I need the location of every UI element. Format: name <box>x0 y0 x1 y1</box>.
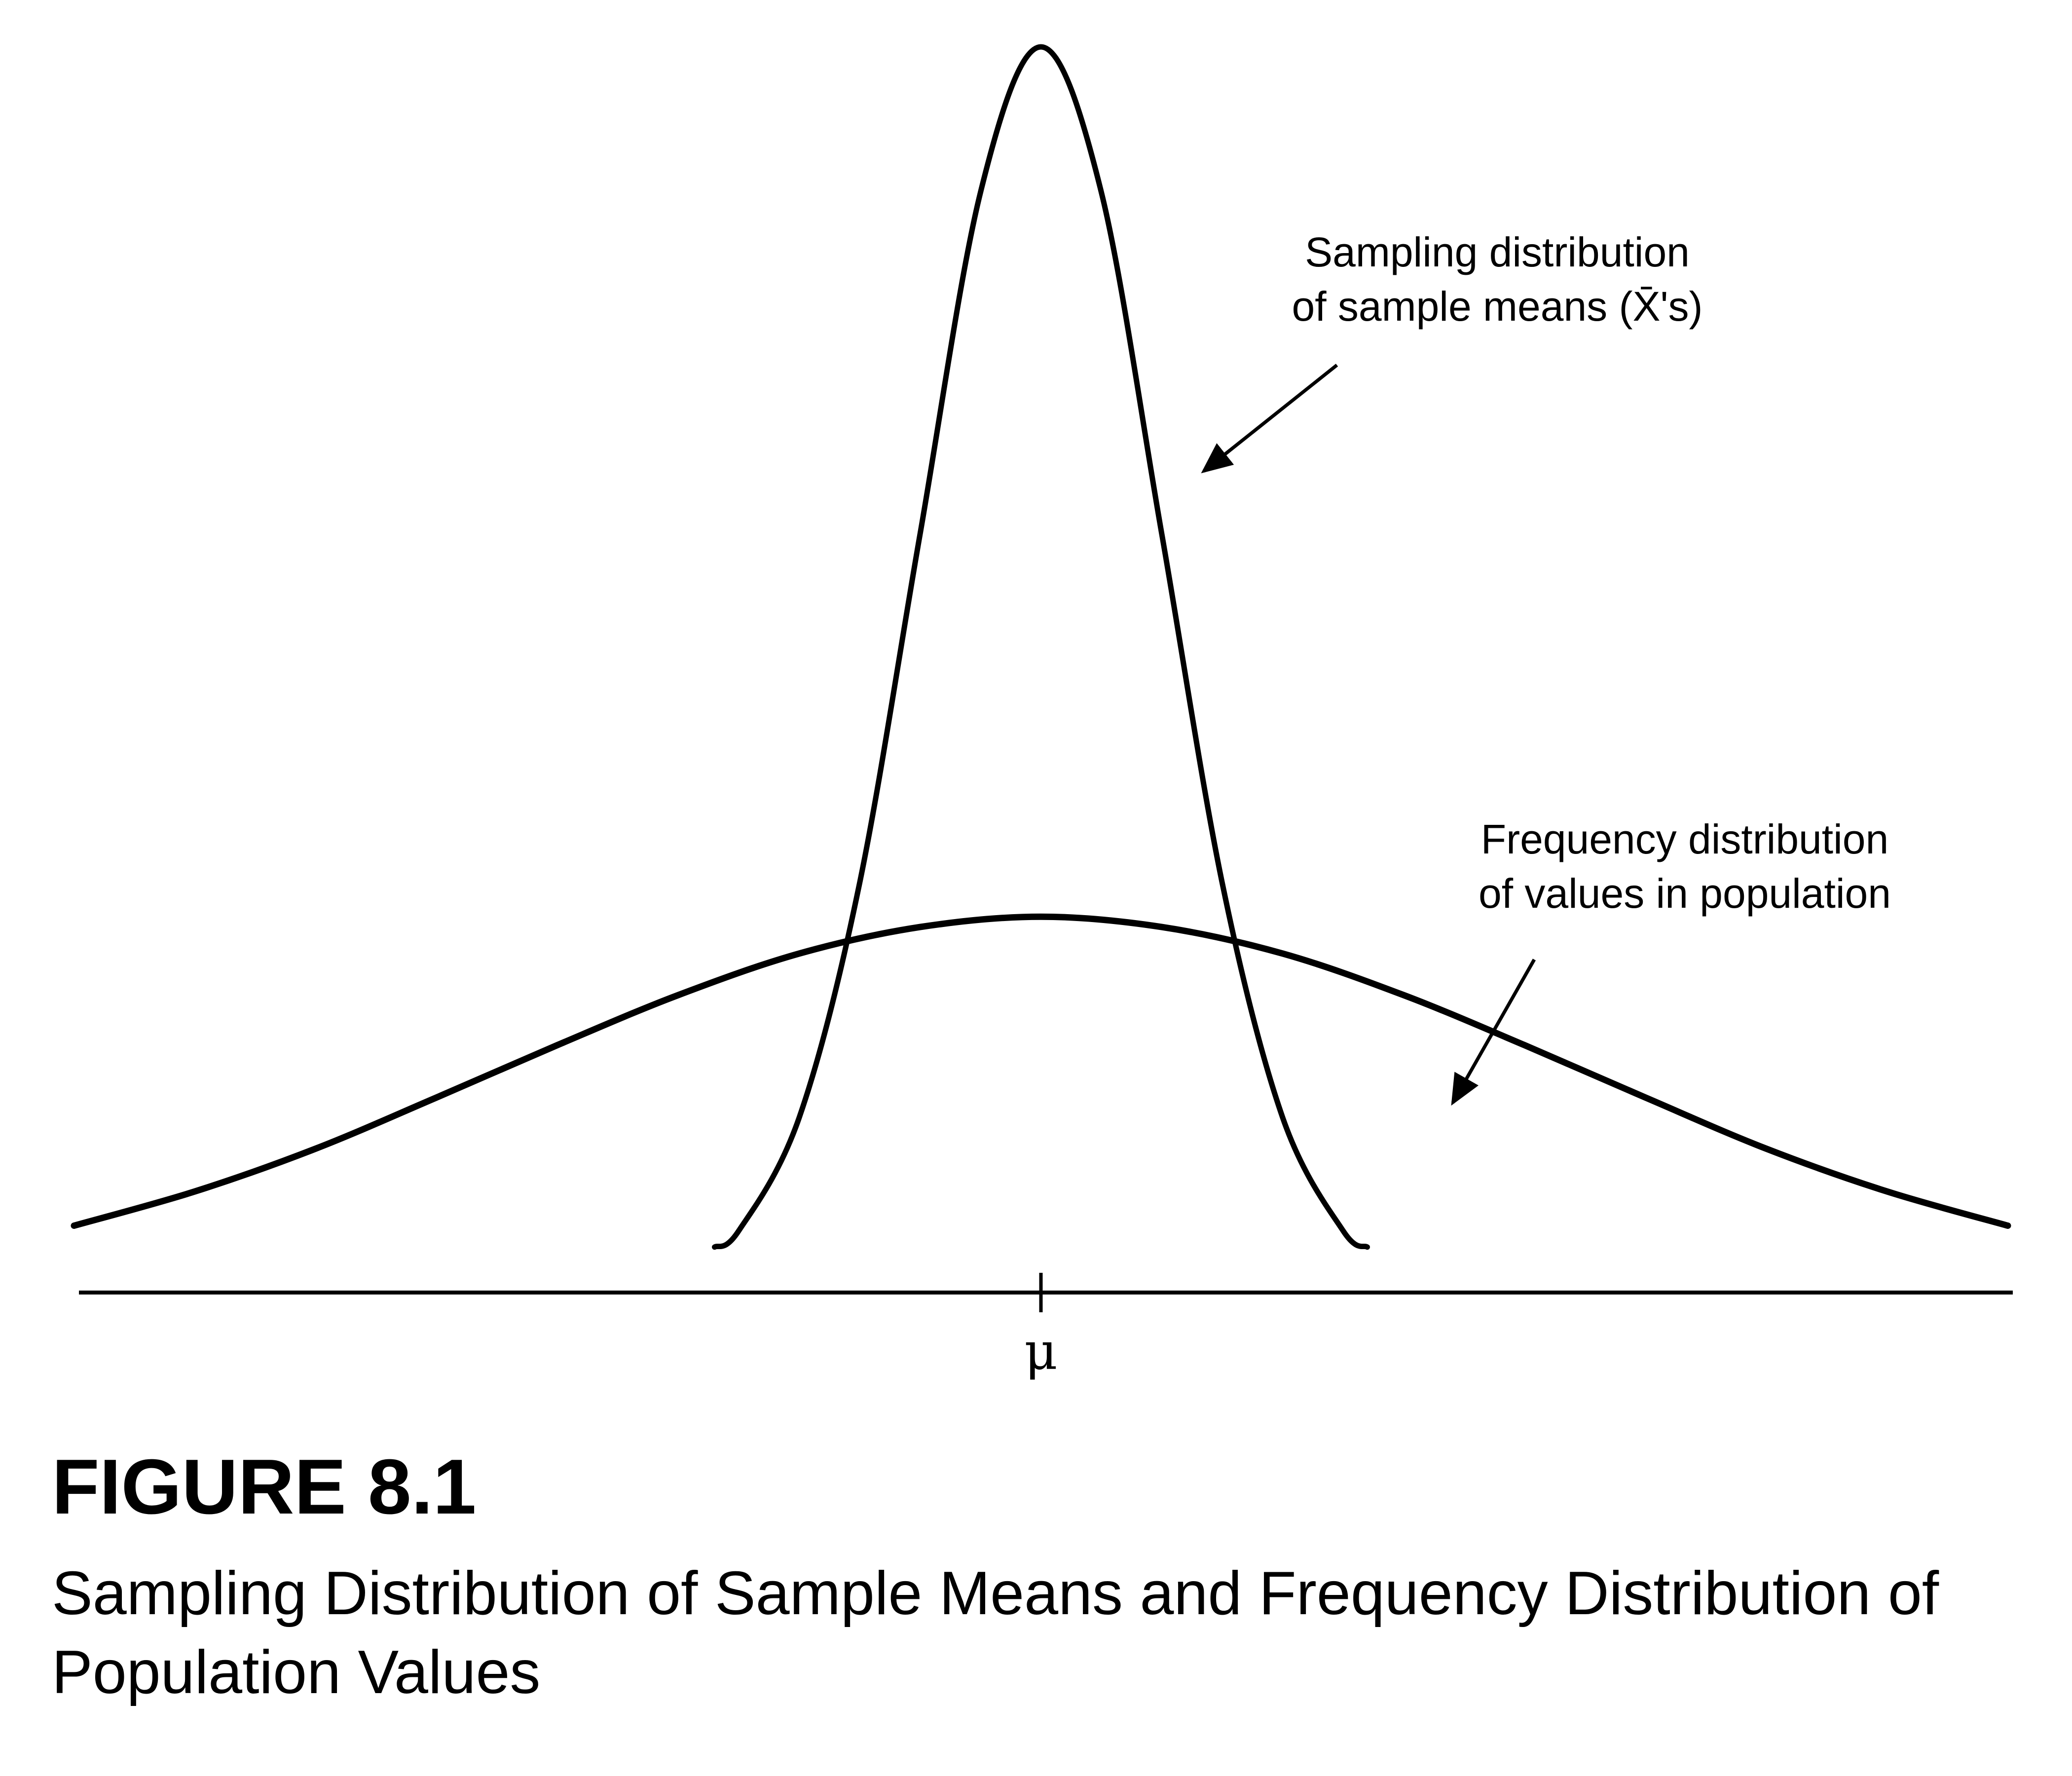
figure-number: FIGURE 8.1 <box>52 1443 477 1530</box>
population-annotation-line1: Frequency distribution <box>1481 816 1888 862</box>
population-annotation-line2: of values in population <box>1479 870 1891 917</box>
population-distribution-curve <box>71 913 2011 1229</box>
sampling-annotation-line2: of sample means (X̄'s) <box>1292 283 1703 330</box>
population-arrow <box>1451 959 1536 1106</box>
sampling-annotation: Sampling distribution of sample means (X… <box>1201 229 1703 474</box>
sampling-annotation-line1: Sampling distribution <box>1305 229 1690 275</box>
population-annotation: Frequency distribution of values in popu… <box>1451 816 1891 1106</box>
figure-caption: Sampling Distribution of Sample Means an… <box>52 1559 1939 1706</box>
mean-label-mu: μ <box>1024 1321 1058 1381</box>
sampling-distribution-curve <box>712 44 1370 1250</box>
sampling-arrow <box>1201 364 1338 474</box>
